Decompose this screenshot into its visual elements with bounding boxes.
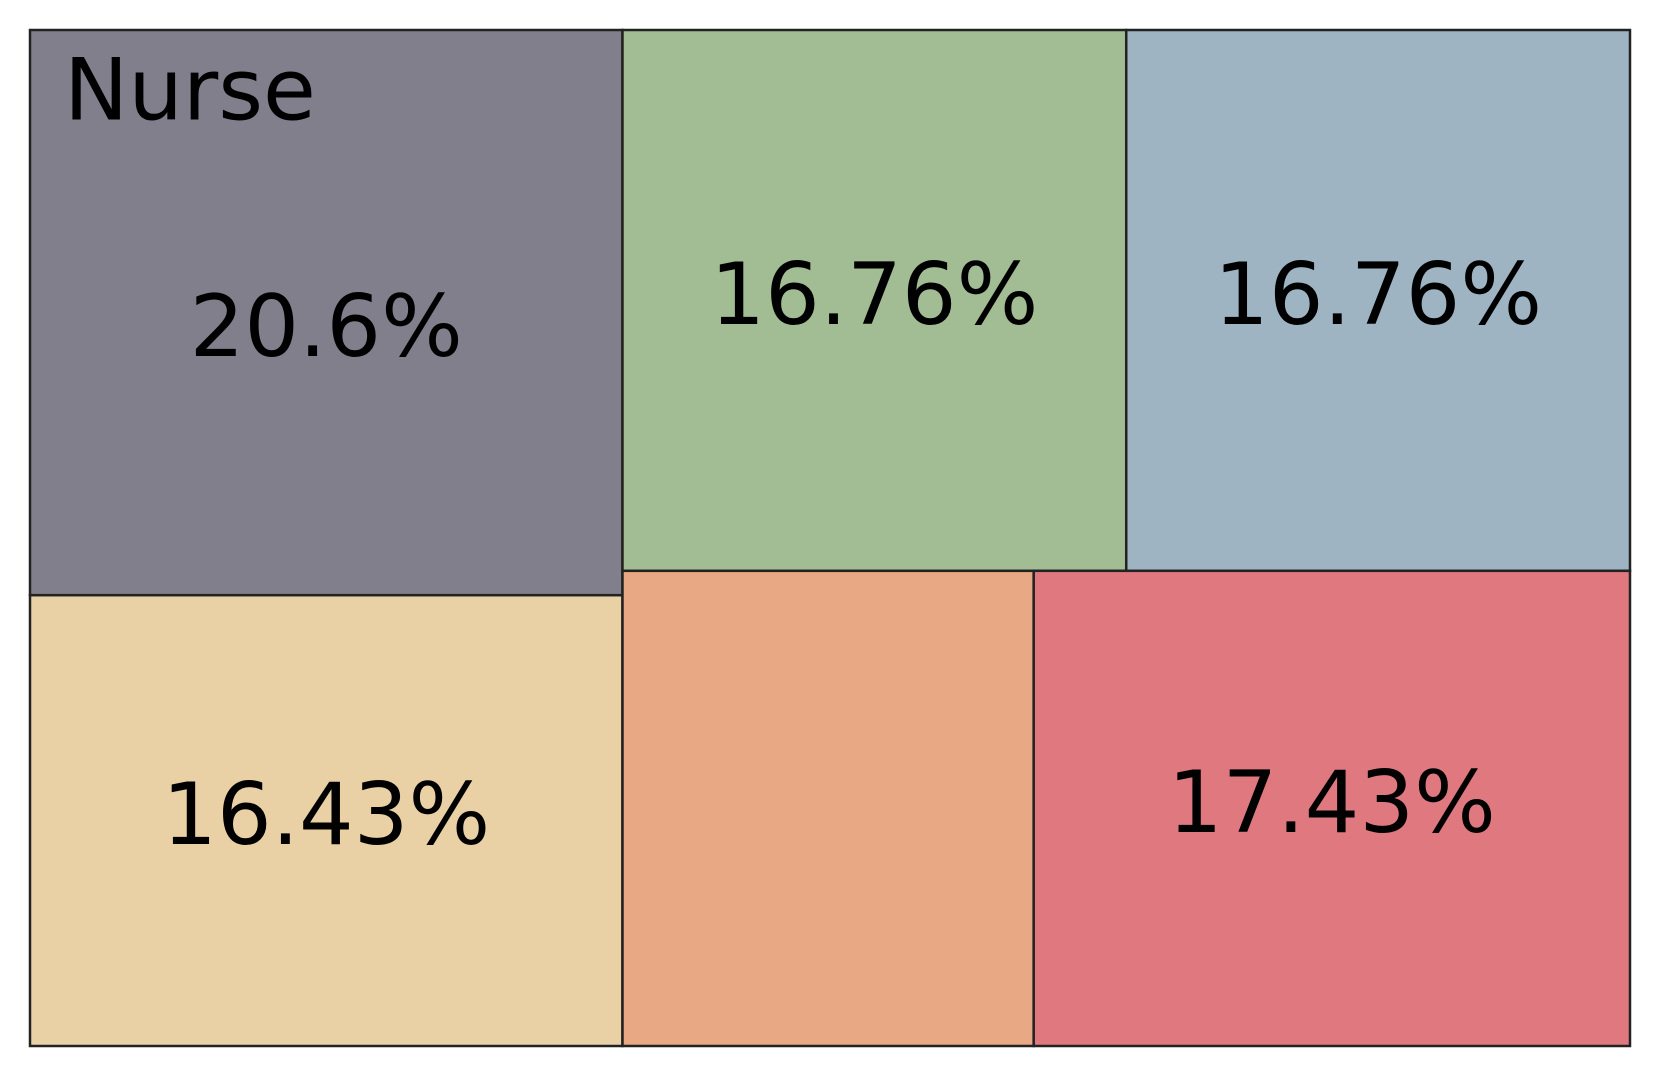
treemap-cell xyxy=(1124,28,1632,573)
category-label: Nurse xyxy=(64,40,316,140)
treemap-cell xyxy=(1032,569,1632,1048)
value-label: 16.76% xyxy=(1214,245,1542,345)
treemap-cell xyxy=(28,28,624,597)
treemap-cell xyxy=(621,28,1128,573)
treemap-cell xyxy=(621,569,1035,1048)
value-label: 16.43% xyxy=(162,765,490,865)
treemap-cell xyxy=(28,593,624,1048)
value-label: 16.76% xyxy=(710,245,1038,345)
value-label: 17.43% xyxy=(1168,753,1496,853)
value-label: 20.6% xyxy=(190,277,463,377)
